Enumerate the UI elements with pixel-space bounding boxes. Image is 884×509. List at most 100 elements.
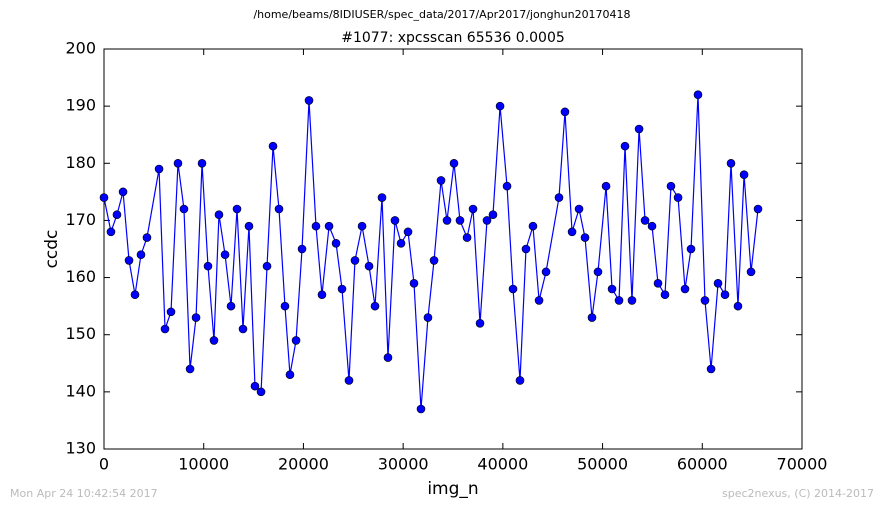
data-point [462,233,472,242]
y-axis-label: ccdc [42,230,62,269]
data-point [574,204,584,214]
data-point [364,261,374,271]
y-tick-label: 170 [65,210,96,229]
data-point [112,210,122,220]
data-point [297,244,307,254]
data-point [256,387,266,397]
x-tick-label: 20000 [278,455,329,474]
data-point [455,216,465,225]
data-point [311,221,321,231]
data-point [285,370,295,380]
footer-date: Mon Apr 24 10:42:54 2017 [10,487,158,500]
data-point [660,290,670,300]
data-point [173,158,183,168]
data-point [560,107,570,117]
data-point [495,101,505,111]
data-point [436,176,446,185]
y-tick-label: 180 [65,153,96,172]
chart-suptitle: /home/beams/8IDIUSER/spec_data/2017/Apr2… [253,8,630,21]
data-point [528,221,538,231]
data-point [706,364,716,374]
data-point [554,193,564,202]
data-point [344,376,354,385]
data-point [99,193,109,202]
data-point [403,227,413,237]
x-tick-label: 40000 [477,455,528,474]
data-point [383,353,393,362]
data-point [324,221,334,231]
data-point [280,301,290,311]
data-point [475,318,485,328]
data-point [601,181,611,191]
data-point [416,404,426,414]
data-point [686,244,696,254]
data-point [209,336,219,345]
data-point [250,381,260,391]
data-point [541,267,551,277]
data-point [166,307,176,317]
data-point [291,336,301,345]
chart-title: #1077: xpcsscan 65536 0.0005 [341,30,565,46]
data-point [268,141,278,151]
data-point [191,313,201,322]
data-point [396,238,406,248]
data-point [429,256,439,265]
data-point [214,210,224,220]
data-point [409,278,419,288]
data-point [673,193,683,202]
x-tick-label: 60000 [677,455,728,474]
data-point [377,193,387,202]
x-axis-label: img_n [427,479,478,499]
x-tick-label: 10000 [178,455,229,474]
data-point [370,301,380,311]
data-point [627,296,637,305]
data-point [733,301,743,311]
data-point [357,221,367,231]
data-point [720,290,730,300]
data-point [634,124,644,134]
data-point [508,284,518,294]
data-point [106,227,116,237]
data-point [220,250,230,260]
y-tick-label: 160 [65,267,96,286]
data-point [185,364,195,374]
data-point [118,187,128,197]
x-tick-label: 70000 [777,455,828,474]
data-point [197,158,207,168]
data-point [449,158,459,168]
data-point [587,313,597,322]
data-point [130,290,140,300]
data-point [350,256,360,265]
data-point [468,204,478,214]
data-point [179,204,189,214]
data-point [666,181,676,191]
data-point [203,261,213,271]
data-point [700,296,710,305]
data-point [442,216,452,225]
data-point [226,301,236,311]
data-point [620,141,630,151]
data-point [304,96,314,105]
data-point [274,204,284,214]
data-point [726,158,736,168]
data-point [136,250,146,260]
data-point [713,278,723,288]
data-point [262,261,272,271]
data-point [515,376,525,385]
data-point [647,221,657,231]
data-point [567,227,577,237]
data-point [607,284,617,294]
data-point [534,296,544,305]
data-point [337,284,347,294]
y-tick-label: 190 [65,96,96,115]
y-tick-label: 140 [65,381,96,400]
data-point [580,233,590,242]
data-point [154,164,164,174]
data-point [317,290,327,300]
data-point [142,233,152,242]
y-tick-label: 150 [65,324,96,343]
y-tick-label: 130 [65,439,96,458]
data-point [739,170,749,180]
data-point [232,204,242,214]
